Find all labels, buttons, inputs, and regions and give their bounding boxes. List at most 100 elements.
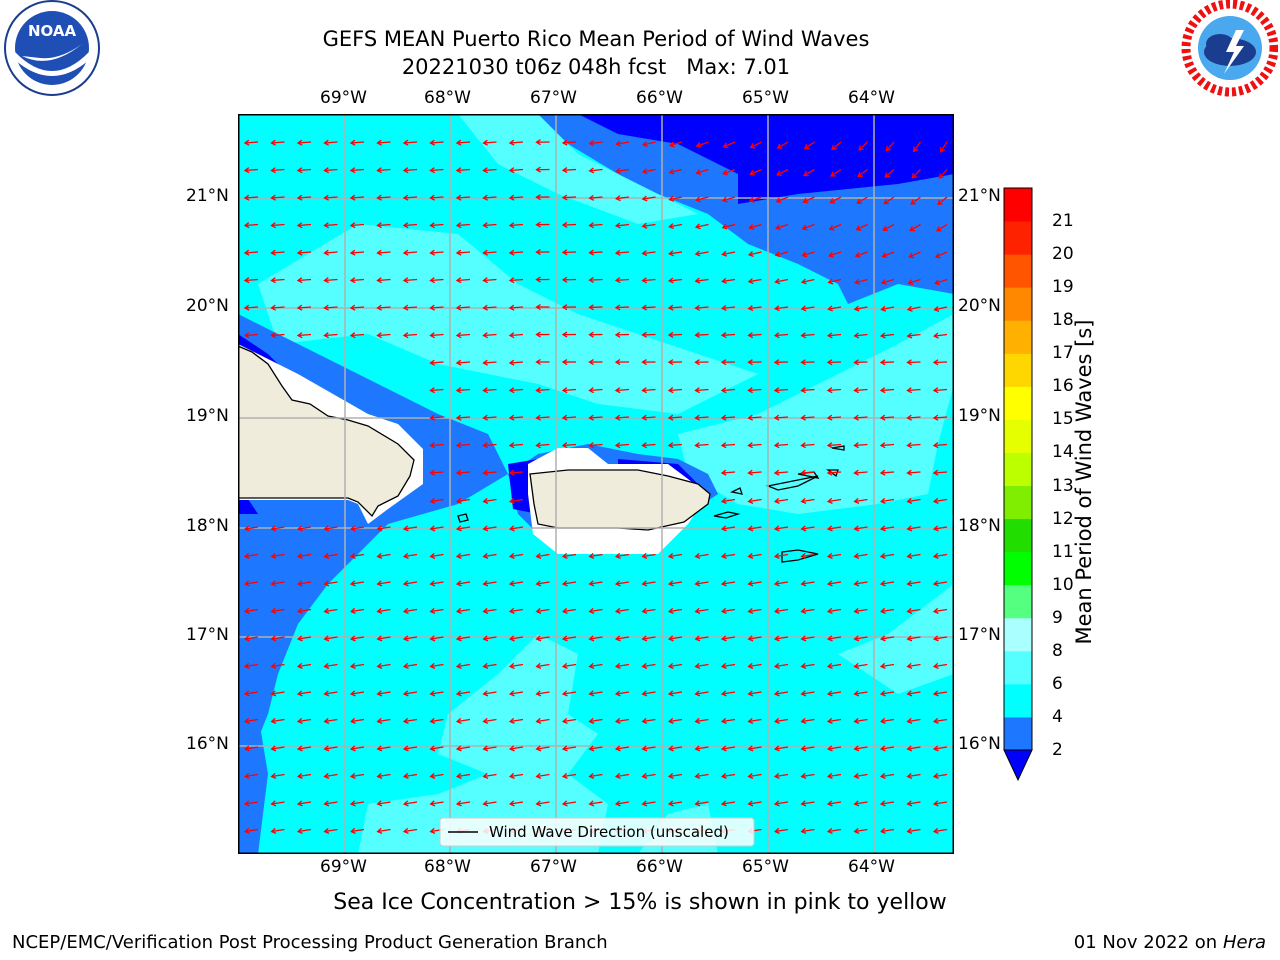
wind-wave-arrow: [908, 251, 921, 259]
wind-wave-arrow: [323, 332, 338, 339]
wind-wave-arrow: [694, 662, 709, 669]
wind-wave-arrow: [906, 469, 921, 476]
wind-wave-arrow: [906, 607, 921, 614]
wind-wave-arrow: [296, 745, 312, 752]
wind-wave-arrow: [879, 414, 895, 421]
lat-label-right-21n: 21°N: [958, 186, 1001, 206]
wind-wave-arrow: [482, 662, 497, 669]
wind-wave-arrow: [429, 745, 444, 752]
colorbar-segment: [1004, 188, 1032, 222]
colorbar-tick-label: 18: [1052, 310, 1074, 331]
wind-wave-arrow: [349, 662, 365, 669]
wind-wave-arrow: [429, 525, 444, 532]
wind-wave-arrow: [535, 414, 550, 421]
wind-wave-arrow: [694, 414, 709, 421]
wind-wave-arrow: [906, 359, 921, 366]
wind-wave-arrow: [296, 167, 312, 174]
wind-wave-arrow: [376, 772, 391, 779]
wind-wave-arrow: [879, 387, 895, 394]
wind-wave-arrow: [932, 745, 948, 752]
wind-wave-arrow: [853, 635, 868, 642]
wind-wave-arrow: [667, 442, 683, 449]
wind-wave-arrow: [588, 690, 603, 697]
wind-wave-arrow: [270, 525, 285, 532]
wind-wave-arrow: [853, 442, 868, 449]
wind-wave-arrow: [561, 635, 577, 642]
wind-wave-arrow: [429, 194, 444, 201]
wind-wave-arrow: [243, 249, 259, 256]
wind-wave-arrow: [826, 442, 842, 449]
wind-wave-arrow: [243, 717, 259, 724]
wind-wave-arrow: [429, 800, 444, 807]
wind-wave-arrow: [323, 167, 338, 174]
wind-wave-arrow: [455, 139, 471, 146]
wind-wave-arrow: [667, 304, 683, 311]
wind-wave-arrow: [906, 442, 921, 449]
wind-wave-arrow: [906, 305, 921, 312]
wind-wave-arrow: [482, 525, 497, 532]
colorbar: [1000, 186, 1040, 786]
wind-wave-arrow: [934, 251, 948, 259]
wind-wave-arrow: [429, 139, 444, 146]
colorbar-segment: [1004, 320, 1032, 354]
wind-wave-arrow: [349, 772, 365, 779]
wind-wave-arrow: [535, 276, 550, 283]
footer-date-block: 01 Nov 2022 on Hera: [1074, 932, 1266, 953]
wind-wave-arrow: [882, 223, 895, 232]
wind-wave-arrow: [879, 800, 895, 807]
wind-wave-arrow: [803, 141, 815, 150]
lon-label-bottom-64w: 64°W: [848, 857, 895, 877]
wind-wave-arrow: [932, 387, 948, 394]
wind-wave-arrow: [641, 250, 656, 257]
wind-wave-arrow: [508, 745, 524, 752]
wind-wave-arrow: [720, 359, 736, 366]
wind-wave-arrow: [561, 772, 577, 779]
wind-wave-arrow: [773, 469, 789, 476]
wind-wave-arrow: [455, 359, 471, 366]
wind-wave-arrow: [243, 607, 259, 614]
wind-wave-arrow: [482, 772, 497, 779]
wind-wave-arrow: [296, 525, 312, 532]
wind-wave-arrow: [349, 222, 365, 229]
wind-wave-arrow: [909, 223, 921, 232]
wind-wave-arrow: [376, 800, 391, 807]
wind-wave-arrow: [773, 387, 789, 394]
wind-wave-arrow: [270, 222, 285, 229]
wind-wave-arrow: [800, 772, 815, 779]
wind-wave-arrow: [748, 196, 762, 203]
wind-wave-arrow: [296, 249, 312, 256]
wind-wave-arrow: [508, 607, 524, 614]
wind-wave-arrow: [720, 580, 736, 587]
wind-wave-arrow: [774, 251, 789, 258]
wind-wave-arrow: [535, 166, 550, 173]
wind-wave-arrow: [830, 168, 842, 177]
wind-wave-arrow: [826, 717, 842, 724]
wind-wave-arrow: [323, 662, 338, 669]
wind-wave-arrow: [641, 168, 656, 175]
wind-wave-arrow: [508, 690, 524, 697]
wind-wave-arrow: [323, 690, 338, 697]
wind-wave-arrow: [880, 305, 895, 312]
wind-wave-arrow: [323, 304, 338, 311]
wind-wave-arrow: [349, 607, 365, 614]
wind-wave-arrow: [561, 387, 577, 394]
wind-wave-arrow: [776, 168, 789, 176]
wind-wave-arrow: [641, 414, 656, 421]
wind-wave-arrow: [270, 717, 285, 724]
wind-wave-arrow: [932, 580, 948, 587]
wind-wave-arrow: [826, 580, 842, 587]
lat-label-left-18n: 18°N: [186, 516, 229, 536]
wind-wave-arrow: [429, 469, 444, 476]
wind-wave-arrow: [508, 580, 524, 587]
wind-wave-arrow: [800, 717, 815, 724]
wind-wave-arrow: [508, 662, 524, 669]
wind-wave-arrow: [667, 552, 683, 559]
wind-wave-arrow: [482, 277, 497, 284]
wind-wave-arrow: [323, 580, 338, 587]
wind-wave-arrow: [747, 251, 762, 257]
lat-label-left-16n: 16°N: [186, 734, 229, 754]
wind-wave-arrow: [323, 277, 338, 284]
wind-wave-arrow: [695, 196, 709, 203]
wind-wave-arrow: [243, 304, 259, 311]
wind-wave-arrow: [641, 745, 656, 752]
